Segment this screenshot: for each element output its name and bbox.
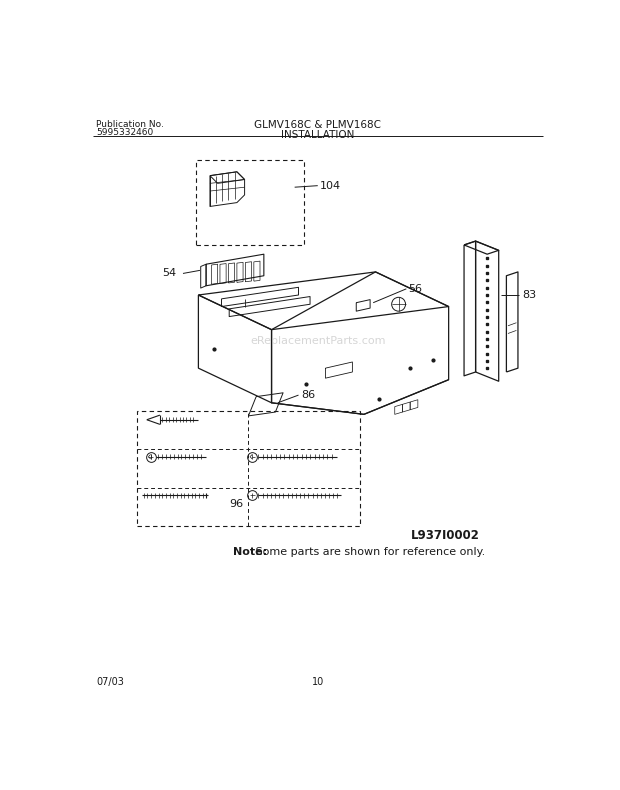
Text: 56: 56	[409, 284, 423, 294]
Text: Publication No.: Publication No.	[96, 120, 164, 130]
Text: 07/03: 07/03	[96, 676, 124, 687]
Text: 5995332460: 5995332460	[96, 128, 153, 137]
Text: 83: 83	[522, 290, 536, 300]
Text: 104: 104	[320, 181, 341, 190]
Text: 54: 54	[162, 269, 176, 278]
Text: GLMV168C & PLMV168C: GLMV168C & PLMV168C	[254, 120, 381, 130]
Bar	[196, 160, 304, 245]
Text: 86: 86	[301, 390, 315, 400]
Text: Some parts are shown for reference only.: Some parts are shown for reference only.	[252, 547, 485, 557]
Text: eReplacementParts.com: eReplacementParts.com	[250, 337, 386, 346]
Text: 96: 96	[229, 499, 243, 510]
Text: 10: 10	[312, 676, 324, 687]
Bar	[137, 411, 360, 526]
Text: Note:: Note:	[233, 547, 267, 557]
Text: INSTALLATION: INSTALLATION	[281, 130, 355, 140]
Text: L937I0002: L937I0002	[410, 529, 479, 542]
